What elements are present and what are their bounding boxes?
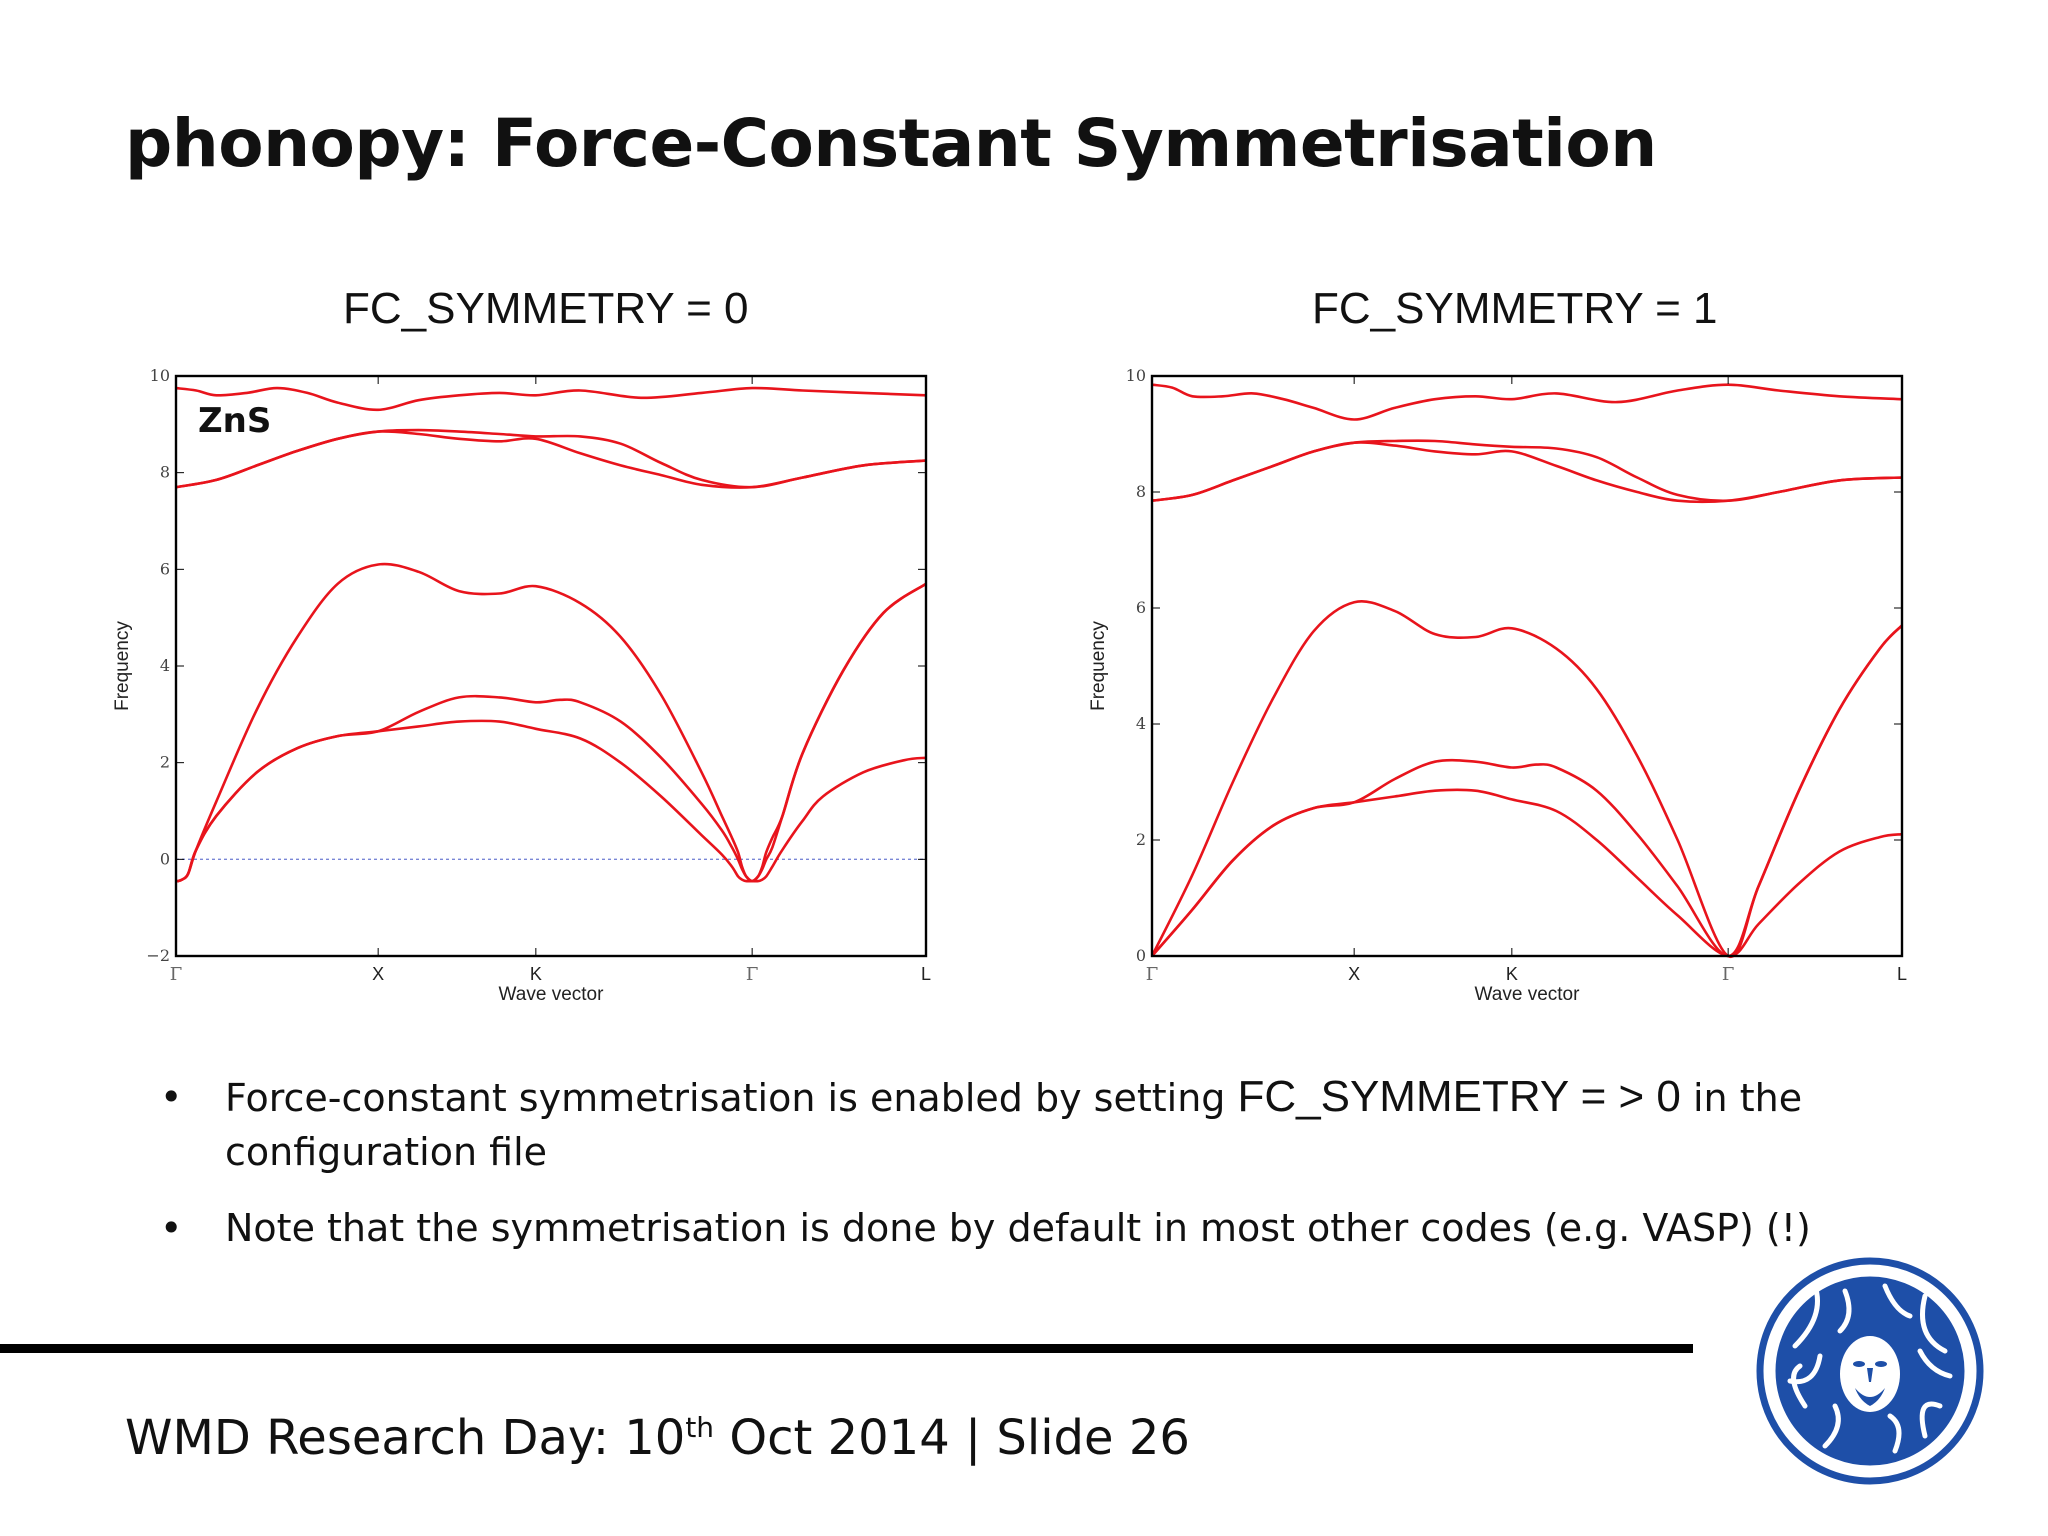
x-axis-title: Wave vector <box>1475 984 1581 1005</box>
footer-divider <box>0 1344 1693 1353</box>
kpoint-label: L <box>1897 964 1907 984</box>
material-label: ZnS <box>198 401 271 441</box>
y-tick-label: 2 <box>160 753 170 772</box>
axes-frame <box>174 374 928 958</box>
y-tick-label: 10 <box>1126 366 1146 385</box>
y-tick-label: 2 <box>1136 830 1146 849</box>
axes-frame <box>1150 374 1904 958</box>
bullet-code: FC_SYMMETRY = > 0 <box>1237 1072 1681 1121</box>
kpoint-label: Γ <box>1722 964 1735 985</box>
plot-area <box>1152 376 1902 956</box>
kpoint-label: K <box>1506 964 1518 984</box>
bullet-dot: • <box>160 1075 183 1119</box>
footer-superscript: th <box>685 1411 715 1444</box>
y-axis-title: Frequency <box>112 621 133 711</box>
y-tick-label: 0 <box>160 849 170 868</box>
chart-title-left: FC_SYMMETRY = 0 <box>343 284 749 333</box>
kpoint-label: X <box>372 964 384 984</box>
y-tick-label: 8 <box>160 463 170 482</box>
chart-title-right: FC_SYMMETRY = 1 <box>1312 284 1718 333</box>
phonon-band-6 <box>175 386 927 412</box>
footer-suffix: Oct 2014 | Slide 26 <box>714 1410 1190 1466</box>
y-tick-label: 4 <box>160 656 170 675</box>
phonon-band-2 <box>175 582 927 883</box>
x-axis-title: Wave vector <box>499 984 605 1005</box>
y-tick-label: −2 <box>146 946 170 965</box>
phonon-band-3 <box>175 562 927 883</box>
y-tick-label: 4 <box>1136 714 1146 733</box>
footer-prefix: WMD Research Day: 10 <box>125 1410 686 1466</box>
university-seal-icon <box>1756 1257 1984 1485</box>
band-structure-chart-right: Γ X K Γ L 0 2 4 6 8 10 Wave vector Frequency <box>1088 366 1907 1005</box>
y-tick-label: 8 <box>1136 482 1146 501</box>
kpoint-label: Γ <box>746 964 759 985</box>
kpoint-label: K <box>530 964 542 984</box>
kpoint-label: Γ <box>170 964 183 985</box>
y-tick-label: 6 <box>1136 598 1146 617</box>
phonon-band-5 <box>1151 439 1903 503</box>
y-tick-label: 6 <box>160 559 170 578</box>
y-axis-title: Frequency <box>1088 621 1109 711</box>
slide-title: phonopy: Force-Constant Symmetrisation <box>125 105 1657 182</box>
bullet-text: Force-constant symmetrisation is enabled… <box>225 1076 1238 1120</box>
kpoint-label: Γ <box>1146 964 1159 985</box>
plot-area <box>176 376 926 956</box>
phonon-band-5 <box>175 428 927 489</box>
bullet-dot: • <box>160 1206 183 1250</box>
footer-text: WMD Research Day: 10th Oct 2014 | Slide … <box>125 1410 1190 1466</box>
bullet-text: Note that the symmetrisation is done by … <box>225 1206 1811 1250</box>
kpoint-label: X <box>1348 964 1360 984</box>
bullet-item: • Note that the symmetrisation is done by… <box>160 1201 1860 1255</box>
y-tick-label: 10 <box>150 366 170 385</box>
band-structure-chart-left: Γ X K Γ L −2 0 2 4 6 8 10 Wave vector Frequency ZnS <box>112 366 931 1005</box>
phonon-band-3 <box>1150 600 1903 958</box>
bullet-list: • Force-constant symmetrisation is enable… <box>160 1070 1860 1277</box>
bullet-text-after: in the configuration file <box>225 1076 1803 1174</box>
kpoint-label: L <box>921 964 931 984</box>
bullet-item: • Force-constant symmetrisation is enable… <box>160 1070 1860 1179</box>
y-tick-label: 0 <box>1136 946 1146 965</box>
phonon-band-6 <box>1151 383 1903 421</box>
